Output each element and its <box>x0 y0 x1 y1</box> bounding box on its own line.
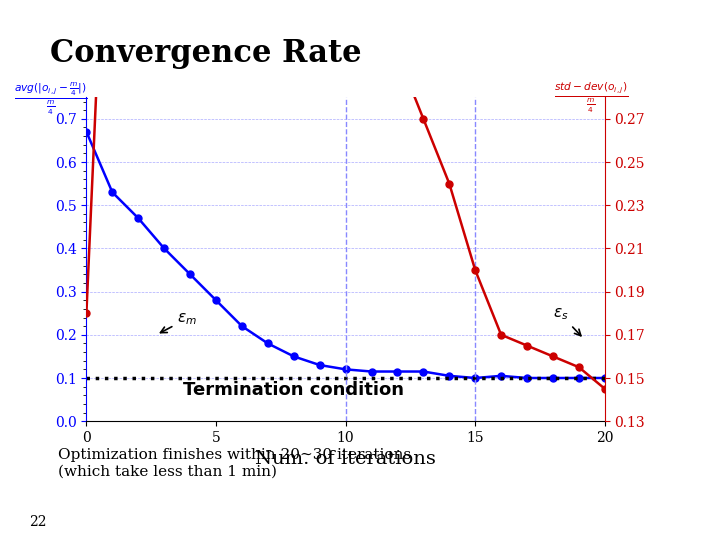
Text: $\frac{std-dev(o_{i,j})}{\frac{m}{4}}$: $\frac{std-dev(o_{i,j})}{\frac{m}{4}}$ <box>554 81 629 115</box>
X-axis label: Num. of iterations: Num. of iterations <box>255 450 436 469</box>
Text: Termination condition: Termination condition <box>184 381 404 399</box>
Text: Optimization finishes within 20∼30 iterations
(which take less than 1 min): Optimization finishes within 20∼30 itera… <box>58 448 410 478</box>
Text: 22: 22 <box>29 515 46 529</box>
Text: $\frac{avg(|o_{i,j}-\frac{m}{4}|)}{\frac{m}{4}}$: $\frac{avg(|o_{i,j}-\frac{m}{4}|)}{\frac… <box>14 81 88 117</box>
Text: $\epsilon_m$: $\epsilon_m$ <box>161 311 197 333</box>
Text: Convergence Rate: Convergence Rate <box>50 38 362 69</box>
Text: $\epsilon_s$: $\epsilon_s$ <box>553 307 581 336</box>
